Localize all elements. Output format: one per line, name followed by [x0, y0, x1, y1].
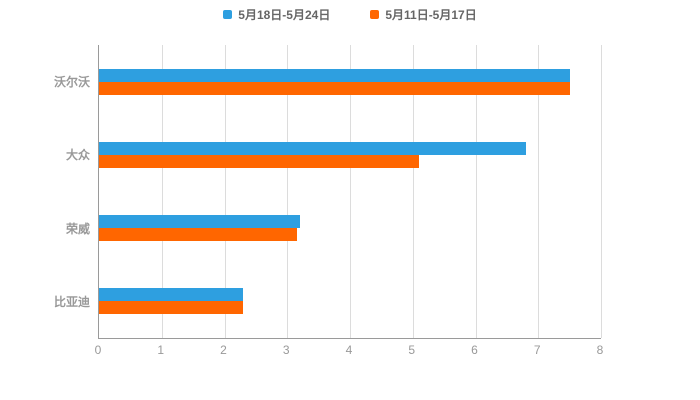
bar-rows — [99, 45, 601, 338]
legend-item-label: 5月18日-5月24日 — [238, 8, 331, 22]
gridline — [475, 45, 477, 338]
legend-item: 5月11日-5月17日 — [370, 6, 477, 23]
bar — [99, 141, 526, 155]
bar — [99, 215, 300, 229]
legend-marker-icon — [370, 10, 380, 19]
legend-item: 5月18日-5月24日 — [223, 6, 330, 23]
x-tick-label: 1 — [157, 343, 165, 357]
x-tick-label: 3 — [282, 343, 290, 357]
bar — [99, 68, 570, 82]
gridline — [350, 45, 351, 338]
bar-group — [99, 265, 601, 338]
x-tick-label: 7 — [533, 343, 541, 357]
x-tick-label: 6 — [471, 343, 478, 357]
x-tick-label: 4 — [345, 343, 353, 357]
legend-marker-icon — [223, 10, 233, 19]
gridline — [412, 45, 414, 338]
gridline — [287, 45, 289, 338]
y-axis-labels: 沃尔沃大众荣威比亚迪 — [0, 45, 90, 338]
gridline — [538, 45, 540, 338]
bar — [99, 81, 570, 95]
gridline — [224, 45, 226, 338]
x-axis-tick-labels: 0 1 2 3 4 5 6 7 8 — [94, 343, 604, 361]
bar — [99, 301, 244, 315]
bar-group — [99, 118, 601, 191]
x-tick-label: 5 — [408, 343, 416, 357]
x-tick-label: 8 — [596, 343, 604, 357]
category-label: 沃尔沃 — [53, 75, 90, 90]
gridline — [601, 45, 602, 338]
x-tick-label: 0 — [94, 343, 102, 357]
category-label: 比亚迪 — [53, 294, 90, 309]
bar — [99, 288, 244, 302]
bar — [99, 154, 420, 168]
bar-group — [99, 192, 601, 265]
legend: 5月18日-5月24日 5月11日-5月17日 — [0, 6, 700, 23]
legend-item-label: 5月11日-5月17日 — [385, 8, 477, 22]
bar-group — [99, 45, 601, 118]
gridline — [161, 45, 163, 338]
category-label: 大众 — [65, 148, 90, 163]
x-tick-label: 2 — [220, 343, 227, 357]
bar — [99, 228, 297, 242]
category-label: 荣威 — [65, 221, 90, 236]
plot-area — [98, 45, 602, 339]
